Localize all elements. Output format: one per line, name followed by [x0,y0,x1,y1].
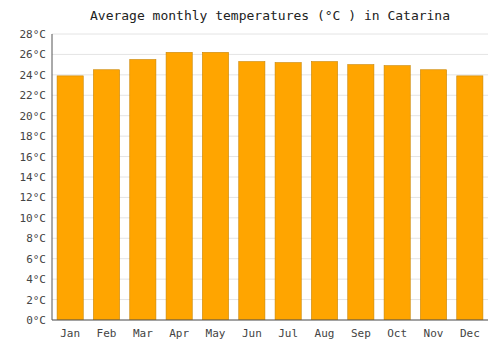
y-tick-label: 10°C [20,212,47,225]
bar [457,76,483,320]
y-tick-label: 26°C [20,48,47,61]
grid-line [52,34,488,35]
y-tick-label: 0°C [26,314,46,327]
bar [239,62,265,320]
y-tick-label: 18°C [20,130,47,143]
bars [57,52,483,320]
x-tick-label: Apr [169,327,189,340]
y-tick-label: 2°C [26,294,46,307]
bar [130,60,156,320]
bar [166,52,192,320]
x-tick-label: Oct [387,327,407,340]
grid [52,34,488,320]
y-tick-label: 22°C [20,89,47,102]
y-tick-label: 24°C [20,69,47,82]
grid-line [52,54,488,55]
x-tick-label: Jul [278,327,298,340]
title: Average monthly temperatures (°C ) in Ca… [90,8,450,23]
y-tick-label: 4°C [26,273,46,286]
x-tick-label: Feb [97,327,117,340]
x-tick-label: Jun [242,327,262,340]
y-tick-label: 16°C [20,151,47,164]
y-tick-label: 20°C [20,110,47,123]
bar [93,70,119,320]
x-tick-label: Mar [133,327,153,340]
bar [420,70,446,320]
grid-line [52,320,488,321]
bar [348,65,374,320]
chart-svg: Average monthly temperatures (°C ) in Ca… [0,0,500,350]
y-tick-label: 6°C [26,253,46,266]
bar [57,76,83,320]
x-tick-label: Nov [424,327,444,340]
y-tick-label: 28°C [20,28,47,41]
x-axis-line [52,320,488,321]
bar [202,52,228,320]
x-tick-label: Aug [315,327,335,340]
y-axis-line [52,34,53,320]
y-tick-label: 8°C [26,232,46,245]
x-tick-label: Dec [460,327,480,340]
y-tick-label: 12°C [20,191,47,204]
x-tick-label: May [206,327,226,340]
bar [384,66,410,320]
y-tick-label: 14°C [20,171,47,184]
bar [311,62,337,320]
bar [275,63,301,320]
x-tick-label: Jan [60,327,80,340]
x-tick-label: Sep [351,327,371,340]
chart-container: Average monthly temperatures (°C ) in Ca… [0,0,500,350]
